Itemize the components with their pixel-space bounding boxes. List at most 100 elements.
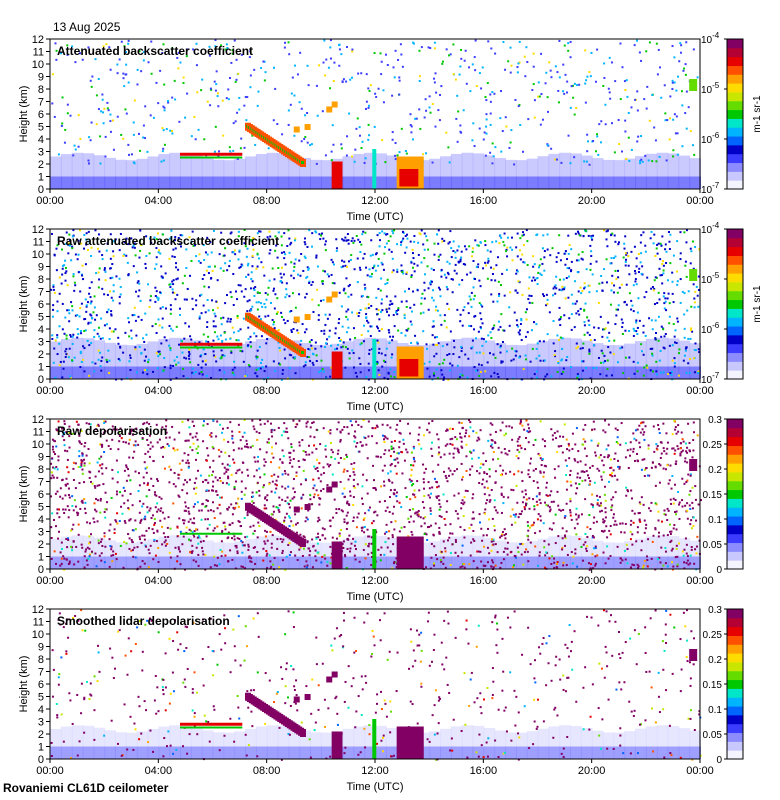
noise-pixel — [307, 347, 310, 350]
boundary-layer-cell — [613, 542, 626, 569]
boundary-layer-cell — [50, 156, 62, 189]
noise-pixel — [340, 259, 343, 262]
noise-pixel — [691, 240, 694, 243]
mid-level-cloud — [293, 126, 300, 133]
noise-pixel — [515, 272, 518, 275]
noise-pixel — [68, 233, 71, 236]
y-tick-label: 2 — [38, 349, 44, 361]
noise-pixel — [71, 245, 74, 248]
noise-pixel — [279, 363, 282, 366]
noise-pixel — [566, 480, 569, 483]
noise-pixel — [321, 368, 324, 371]
noise-pixel — [482, 352, 485, 355]
x-tick-label: 04:00 — [145, 195, 173, 207]
noise-pixel — [624, 252, 627, 255]
noise-pixel — [172, 248, 175, 251]
noise-pixel — [172, 365, 175, 368]
noise-pixel — [71, 235, 74, 238]
noise-pixel — [681, 145, 684, 148]
noise-pixel — [423, 232, 426, 235]
boundary-layer-cell — [429, 343, 441, 379]
noise-pixel — [179, 530, 182, 533]
noise-pixel — [394, 465, 397, 468]
noise-pixel — [128, 547, 131, 550]
noise-pixel — [341, 325, 344, 328]
noise-pixel — [66, 309, 69, 312]
noise-pixel — [426, 239, 429, 242]
noise-pixel — [292, 356, 295, 359]
noise-pixel — [293, 262, 296, 265]
surface-layer-cell — [60, 366, 73, 379]
noise-pixel — [165, 425, 168, 428]
noise-pixel — [506, 236, 509, 239]
noise-pixel — [492, 539, 495, 542]
colorbar-frame — [726, 228, 744, 380]
noise-pixel — [548, 510, 551, 513]
surface-layer-cell — [342, 176, 355, 189]
noise-pixel — [475, 84, 478, 87]
noise-pixel — [496, 373, 499, 376]
noise-pixel — [415, 117, 418, 120]
noise-pixel — [355, 127, 358, 130]
noise-pixel — [504, 116, 507, 119]
noise-pixel — [198, 294, 201, 297]
noise-pixel — [247, 337, 250, 340]
noise-pixel — [439, 288, 442, 291]
noise-pixel — [56, 336, 59, 339]
noise-pixel — [410, 341, 413, 344]
noise-pixel — [674, 329, 677, 332]
noise-pixel — [244, 487, 247, 490]
noise-pixel — [256, 252, 259, 255]
noise-pixel — [378, 232, 381, 235]
noise-pixel — [380, 328, 383, 331]
surface-layer-cell — [93, 176, 106, 189]
noise-pixel — [635, 319, 638, 322]
noise-pixel — [542, 340, 545, 343]
noise-pixel — [697, 370, 700, 373]
noise-pixel — [205, 374, 208, 377]
noise-pixel — [157, 355, 160, 358]
noise-pixel — [532, 276, 535, 279]
noise-pixel — [181, 459, 184, 462]
noise-pixel — [393, 528, 396, 531]
noise-pixel — [439, 559, 442, 562]
boundary-layer-cell — [656, 152, 669, 189]
noise-pixel — [315, 447, 318, 450]
noise-pixel — [520, 319, 523, 322]
noise-pixel — [129, 479, 132, 482]
noise-pixel — [689, 562, 692, 565]
noise-pixel — [505, 350, 508, 353]
noise-pixel — [108, 46, 111, 49]
noise-pixel — [129, 356, 132, 359]
noise-pixel — [204, 353, 207, 356]
noise-pixel — [383, 441, 386, 444]
noise-pixel — [532, 321, 535, 324]
noise-pixel — [431, 378, 434, 381]
noise-pixel — [379, 456, 382, 459]
noise-pixel — [85, 232, 88, 235]
noise-pixel — [569, 469, 572, 472]
noise-pixel — [110, 314, 113, 317]
noise-pixel — [353, 366, 356, 369]
noise-pixel — [514, 555, 517, 558]
colorbar-segment — [727, 229, 743, 239]
noise-pixel — [90, 550, 93, 553]
noise-pixel — [123, 241, 126, 244]
noise-pixel — [598, 456, 601, 459]
boundary-layer-cell — [234, 343, 246, 379]
noise-pixel — [689, 554, 692, 557]
x-axis-label: Time (UTC) — [346, 211, 403, 223]
noise-pixel — [456, 364, 459, 367]
noise-pixel — [134, 470, 137, 473]
noise-pixel — [395, 310, 398, 313]
noise-pixel — [538, 264, 541, 267]
noise-pixel — [577, 345, 580, 348]
noise-pixel — [181, 367, 184, 370]
noise-pixel — [403, 314, 406, 317]
noise-pixel — [272, 505, 275, 508]
noise-pixel — [388, 510, 391, 513]
noise-pixel — [256, 355, 259, 358]
noise-pixel — [165, 419, 168, 422]
noise-pixel — [53, 254, 56, 257]
noise-pixel — [516, 501, 519, 504]
